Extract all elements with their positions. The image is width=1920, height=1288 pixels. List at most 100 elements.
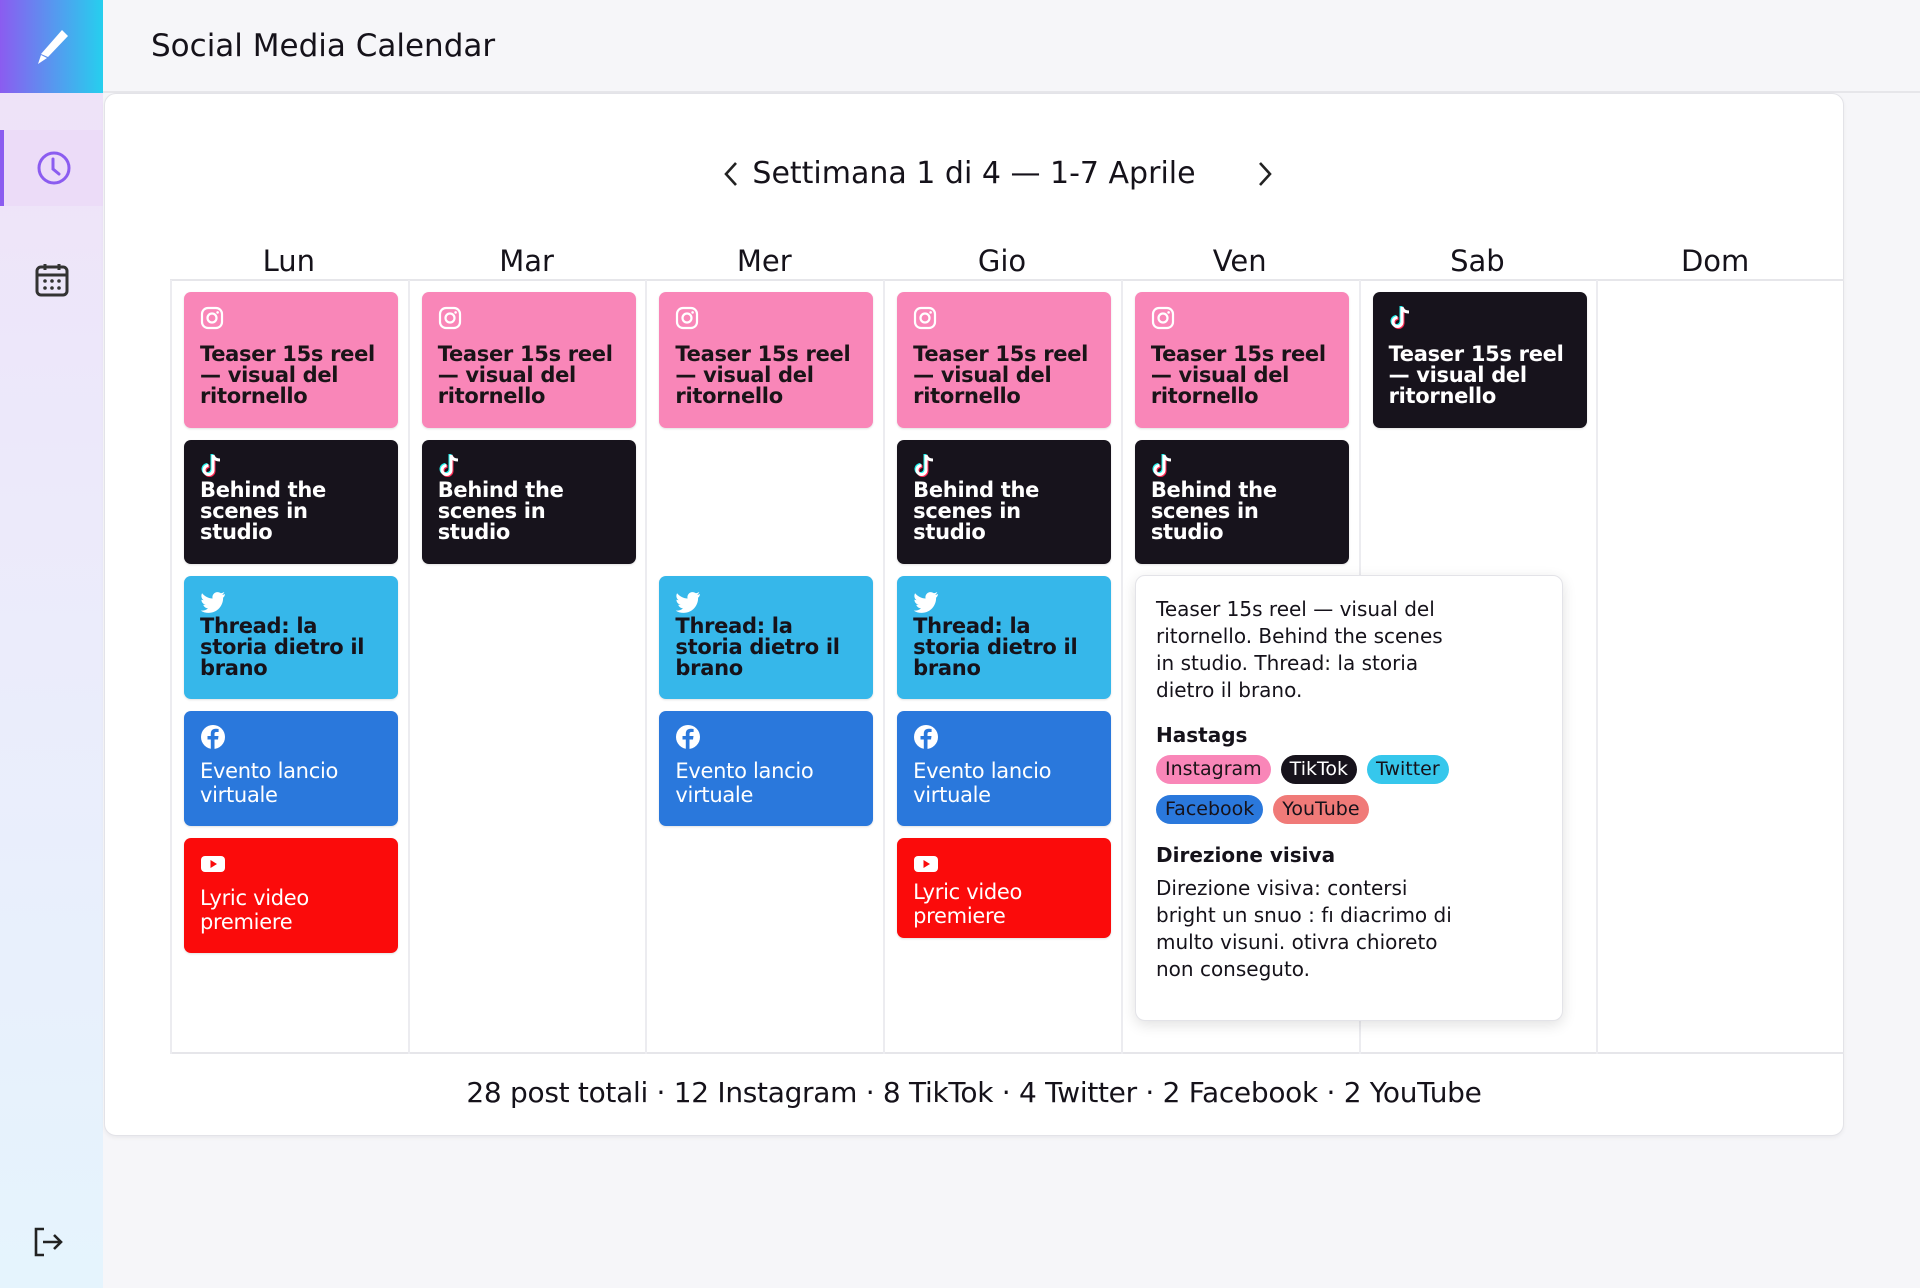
day-header: Mar <box>499 244 554 278</box>
logout-icon <box>34 1227 63 1257</box>
twitter-icon <box>200 588 382 616</box>
post-title: Evento lancio virtuale <box>675 759 814 807</box>
app-title: Social Media Calendar <box>151 28 496 64</box>
facebook-icon <box>675 723 857 751</box>
post-card-facebook[interactable]: Evento lancio virtuale <box>184 711 398 826</box>
sidebar <box>0 0 103 1288</box>
post-title: Teaser 15s reel — visual del ritornello <box>913 342 1089 408</box>
instagram-icon <box>200 304 382 332</box>
post-card-youtube[interactable]: Lyric video premiere <box>184 838 398 953</box>
day-cell: Teaser 15s reel — visual del ritornello B… <box>407 280 646 1054</box>
tiktok-icon <box>1151 452 1333 480</box>
post-card-instagram[interactable]: Teaser 15s reel — visual del ritornello <box>1134 292 1349 428</box>
pen-icon <box>37 29 68 64</box>
post-card-instagram[interactable]: Teaser 15s reel — visual del ritornello <box>421 292 636 428</box>
post-title: Teaser 15s reel — visual del ritornello <box>675 342 851 408</box>
post-title: Thread: la storia dietro il brano <box>675 614 840 680</box>
post-title: Behind the scenes in studio <box>200 478 326 544</box>
instagram-icon <box>438 304 620 332</box>
hashtag-chip-tiktok[interactable]: TikTok <box>1280 755 1357 784</box>
day-column-sab: Sab Teaser 15s reel — visual del ritornel… <box>1358 234 1597 1054</box>
post-card-facebook[interactable]: Evento lancio virtuale <box>897 711 1112 826</box>
post-card-youtube[interactable]: Lyric video premiere <box>897 838 1112 938</box>
week-title: Settimana 1 di 4 — 1-7 Aprile <box>752 156 1196 191</box>
sidebar-item-calendar[interactable] <box>0 242 103 318</box>
post-title: Behind the scenes in studio <box>913 478 1040 544</box>
post-card-tiktok[interactable]: Behind the scenes in studio <box>1134 440 1349 564</box>
youtube-icon <box>200 850 382 878</box>
chevron-left-icon <box>724 162 737 186</box>
post-title: Evento lancio virtuale <box>913 759 1052 807</box>
hashtags-heading: Hastags <box>1156 723 1248 747</box>
day-header: Ven <box>1212 244 1267 278</box>
visual-direction-text: Direzione visiva: contersi bright un snu… <box>1156 876 1452 981</box>
empty-slot <box>659 440 871 576</box>
hashtag-list: Instagram TikTok Twitter Facebook YouTube <box>1156 755 1456 824</box>
post-card-tiktok[interactable]: Teaser 15s reel — visual del ritornello <box>1372 292 1587 428</box>
tooltip-description: Teaser 15s reel — visual del ritornello.… <box>1156 597 1443 702</box>
day-cell: Teaser 15s reel — visual del ritornello B… <box>1120 280 1359 1054</box>
post-card-facebook[interactable]: Evento lancio virtuale <box>659 711 874 826</box>
chevron-right-icon <box>1259 162 1272 186</box>
post-card-tiktok[interactable]: Behind the scenes in studio <box>897 440 1112 564</box>
week-grid: Lun Teaser 15s reel — visual del ritornel… <box>170 234 1844 1054</box>
day-column-lun: Lun Teaser 15s reel — visual del ritornel… <box>170 234 408 1054</box>
post-card-twitter[interactable]: Thread: la storia dietro il brano <box>184 576 398 699</box>
visual-direction-heading: Direzione visiva <box>1156 843 1336 867</box>
day-column-mar: Mar Teaser 15s reel — visual del ritornel… <box>407 234 646 1054</box>
post-title: Lyric video premiere <box>200 886 309 934</box>
day-column-gio: Gio Teaser 15s reel — visual del ritornel… <box>883 234 1121 1054</box>
post-title: Behind the scenes in studio <box>1150 478 1277 544</box>
post-card-twitter[interactable]: Thread: la storia dietro il brano <box>897 576 1112 699</box>
post-title: Teaser 15s reel — visual del ritornello <box>1150 342 1326 408</box>
post-title: Thread: la storia dietro il brano <box>200 614 365 680</box>
day-header: Gio <box>977 244 1027 278</box>
hashtag-chip-twitter[interactable]: Twitter <box>1366 755 1449 784</box>
tiktok-icon <box>200 452 382 480</box>
post-title: Teaser 15s reel — visual del ritornello <box>200 342 375 408</box>
day-header: Mer <box>736 244 792 278</box>
day-header: Sab <box>1450 244 1505 278</box>
previous-week-button[interactable] <box>711 154 751 194</box>
day-column-dom: Dom <box>1596 234 1834 1054</box>
post-card-instagram[interactable]: Teaser 15s reel — visual del ritornello <box>184 292 398 428</box>
day-cell: Teaser 15s reel — visual del ritornello <box>1358 280 1597 1054</box>
logout-button[interactable] <box>32 1226 64 1262</box>
post-card-twitter[interactable]: Thread: la storia dietro il brano <box>659 576 874 699</box>
day-header: Dom <box>1680 244 1750 278</box>
grid-bottom-divider <box>170 1052 1844 1054</box>
facebook-icon <box>200 723 382 751</box>
next-week-button[interactable] <box>1245 154 1285 194</box>
post-title: Teaser 15s reel — visual del ritornello <box>437 342 613 408</box>
sidebar-item-schedule[interactable] <box>0 130 103 206</box>
post-details-tooltip: Teaser 15s reel — visual del ritornello.… <box>1135 575 1563 1021</box>
post-title: Teaser 15s reel — visual del ritornello <box>1388 342 1564 408</box>
hashtag-chip-facebook[interactable]: Facebook <box>1156 795 1264 824</box>
tiktok-icon <box>1389 304 1571 332</box>
post-title: Evento lancio virtuale <box>200 759 339 807</box>
instagram-icon <box>675 304 857 332</box>
day-header: Lun <box>262 244 316 278</box>
day-column-ven: Ven Teaser 15s reel — visual del ritornel… <box>1120 234 1359 1054</box>
post-card-instagram[interactable]: Teaser 15s reel — visual del ritornello <box>659 292 874 428</box>
instagram-icon <box>913 304 1095 332</box>
post-summary: 28 post totali · 12 Instagram · 8 TikTok… <box>466 1076 1482 1109</box>
post-title: Behind the scenes in studio <box>437 478 564 544</box>
calendar-panel: Settimana 1 di 4 — 1-7 Aprile Lun Teaser … <box>104 93 1844 1136</box>
post-title: Thread: la storia dietro il brano <box>913 614 1078 680</box>
facebook-icon <box>913 723 1095 751</box>
tiktok-icon <box>913 452 1095 480</box>
day-cell: Teaser 15s reel — visual del ritornello B… <box>883 280 1121 1054</box>
post-card-tiktok[interactable]: Behind the scenes in studio <box>421 440 636 564</box>
instagram-icon <box>1151 304 1333 332</box>
day-cell <box>1596 280 1834 1054</box>
header-divider <box>170 279 1844 281</box>
clock-icon <box>37 151 70 185</box>
day-column-mer: Mer Teaser 15s reel — visual del ritornel… <box>645 234 883 1054</box>
hashtag-chip-instagram[interactable]: Instagram <box>1156 755 1271 784</box>
post-card-instagram[interactable]: Teaser 15s reel — visual del ritornello <box>897 292 1112 428</box>
post-card-tiktok[interactable]: Behind the scenes in studio <box>184 440 398 564</box>
youtube-icon <box>913 850 1095 878</box>
app-logo[interactable] <box>0 0 103 93</box>
hashtag-chip-youtube[interactable]: YouTube <box>1273 795 1369 824</box>
